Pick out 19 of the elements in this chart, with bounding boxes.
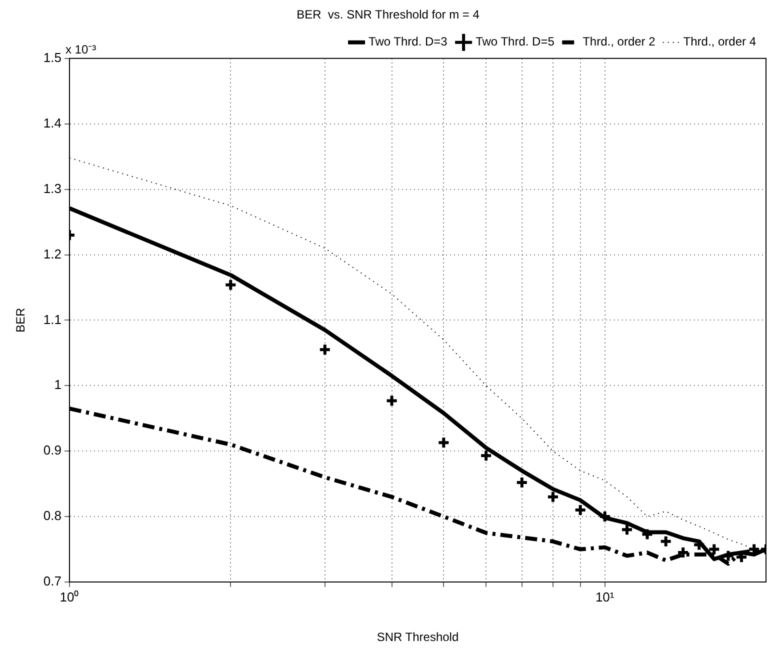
y-tick-label: 1.4 [43, 115, 62, 130]
legend-label: Two Thrd. D=3 [368, 34, 448, 49]
x-tick-label: 10¹ [595, 589, 615, 604]
y-tick-label: 0.8 [43, 508, 62, 524]
x-tick-label: 10⁰ [60, 589, 80, 604]
legend-label: Two Thrd. D=5 [476, 34, 555, 49]
x-axis-title: SNR Threshold [376, 630, 459, 644]
y-tick-label: 1.1 [43, 312, 62, 327]
y-axis-title: BER [14, 308, 28, 333]
y-tick-label: 1.2 [43, 246, 62, 262]
y-tick-label: 1 [54, 377, 62, 392]
y-tick-label: 0.9 [43, 442, 62, 458]
y-tick-label: 1.3 [43, 180, 62, 196]
y-tick-label: 0.7 [43, 574, 62, 589]
legend-label: Thrd., order 2 [582, 34, 656, 49]
chart-title: BER vs. SNR Threshold for m = 4 [296, 8, 480, 22]
y-tick-label: 1.5 [43, 50, 62, 65]
text: x 10⁻³ [65, 42, 96, 57]
legend-label: Thrd., order 4 [683, 34, 756, 49]
